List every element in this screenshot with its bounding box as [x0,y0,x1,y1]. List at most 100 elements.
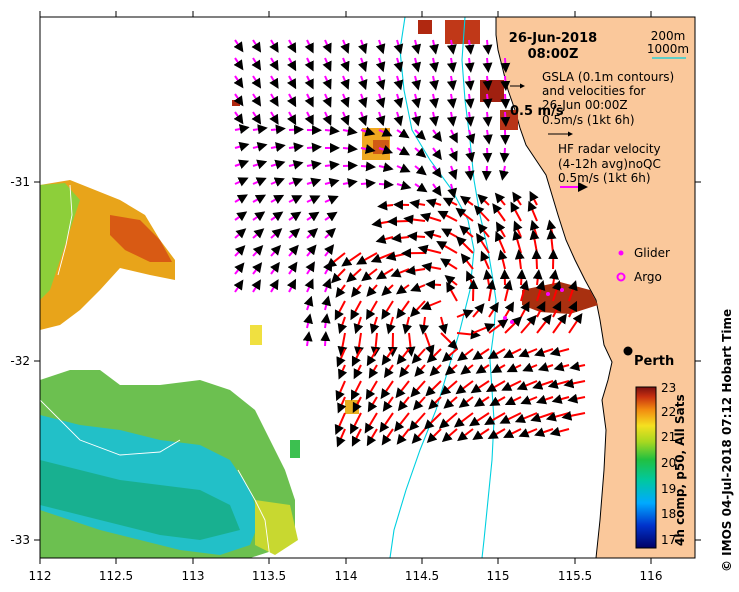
velocity-arrow [514,249,525,270]
gsla-contour-2 [237,469,271,558]
velocity-arrow [337,332,348,357]
velocity-arrow [288,195,303,205]
velocity-arrow [492,203,506,222]
velocity-arrow [270,177,285,187]
velocity-arrow [351,428,362,447]
velocity-arrow [379,412,394,433]
velocity-arrow [474,396,490,407]
velocity-arrow [458,396,474,408]
velocity-arrow [269,93,279,107]
velocity-arrow [252,194,267,204]
velocity-arrow [482,93,493,109]
velocity-arrow [302,331,313,347]
velocity-arrow [393,75,404,91]
velocity-arrow [482,111,493,127]
velocity-arrow [500,57,511,73]
velocity-arrow [460,253,474,270]
velocity-arrow [441,228,458,238]
velocity-arrow [375,111,386,127]
velocity-arrow [429,364,442,377]
velocity-arrow [304,75,314,90]
velocity-arrow [551,280,562,302]
velocity-arrow [381,300,394,320]
glider-track [503,288,564,324]
velocity-arrow [365,300,378,321]
velocity-arrow [499,165,509,181]
velocity-arrow [304,278,314,293]
velocity-arrow [337,316,348,334]
contour-legend-1000m: 1000m [647,42,689,56]
velocity-arrow [322,75,332,90]
velocity-arrow [269,261,280,275]
velocity-arrow [288,228,301,239]
velocity-arrow [361,268,378,282]
argo-marker-icon [616,272,626,282]
velocity-arrow [504,301,515,318]
velocity-arrow [482,57,493,73]
velocity-arrow [510,201,522,222]
velocity-arrow [342,160,358,171]
colorbar-tick: 23 [661,381,676,395]
velocity-arrow [357,57,368,73]
velocity-arrow [482,129,493,145]
x-tick-label: 115 [487,569,510,583]
velocity-arrow [233,75,244,89]
velocity-arrow [442,197,458,207]
velocity-arrow [270,124,286,135]
velocity-arrow [354,332,364,357]
velocity-arrow [393,57,404,73]
velocity-arrow [233,279,244,293]
velocity-arrow [360,161,376,172]
sst-patch-mid-4 [250,325,262,345]
satellite-velocity-vectors [233,39,511,347]
velocity-arrow [324,125,340,136]
velocity-arrow [391,232,410,243]
velocity-arrow [408,412,426,431]
sst-patch-west-north-red [110,215,172,262]
velocity-arrow [402,316,413,335]
velocity-arrow [437,210,458,222]
velocity-arrow [549,426,570,437]
velocity-arrow [473,205,490,222]
velocity-arrow [441,348,458,363]
velocity-arrow [334,300,346,321]
velocity-arrow [446,57,457,73]
velocity-arrow [394,412,410,432]
velocity-arrow [563,378,586,389]
velocity-arrow [396,146,411,156]
velocity-arrow [494,192,506,206]
velocity-arrow [396,128,410,139]
velocity-arrow [306,177,322,188]
velocity-arrow [453,412,474,428]
velocity-arrow [482,39,493,55]
velocity-arrow [438,316,448,335]
x-tick-label: 114 [335,569,358,583]
sst-patch-mid-2 [373,140,389,154]
velocity-arrow [357,75,368,91]
velocity-arrow [306,160,322,170]
velocity-arrow [367,396,378,413]
velocity-arrow [357,93,368,109]
velocity-arrow [360,178,376,189]
velocity-arrow [393,111,404,127]
velocity-arrow [472,303,485,318]
velocity-arrow [351,348,362,367]
credit-text: © IMOS 04-Jul-2018 07:12 Hobart Time [720,309,734,572]
velocity-arrow [535,279,546,302]
velocity-arrow [270,244,282,257]
velocity-arrow [411,39,422,55]
gsla-contour-3 [57,184,73,276]
sst-patch-south-teal [40,460,240,540]
velocity-arrow [270,159,286,170]
velocity-arrow [233,39,244,53]
velocity-arrow [549,346,570,357]
velocity-arrow [351,284,362,298]
velocity-arrow [360,144,376,154]
glider-label: Glider [634,246,670,260]
velocity-arrow [410,380,426,398]
velocity-arrow [269,111,279,125]
velocity-arrow [464,75,475,91]
velocity-arrow [502,279,513,302]
velocity-arrow [303,313,313,329]
velocity-arrow [234,177,249,187]
